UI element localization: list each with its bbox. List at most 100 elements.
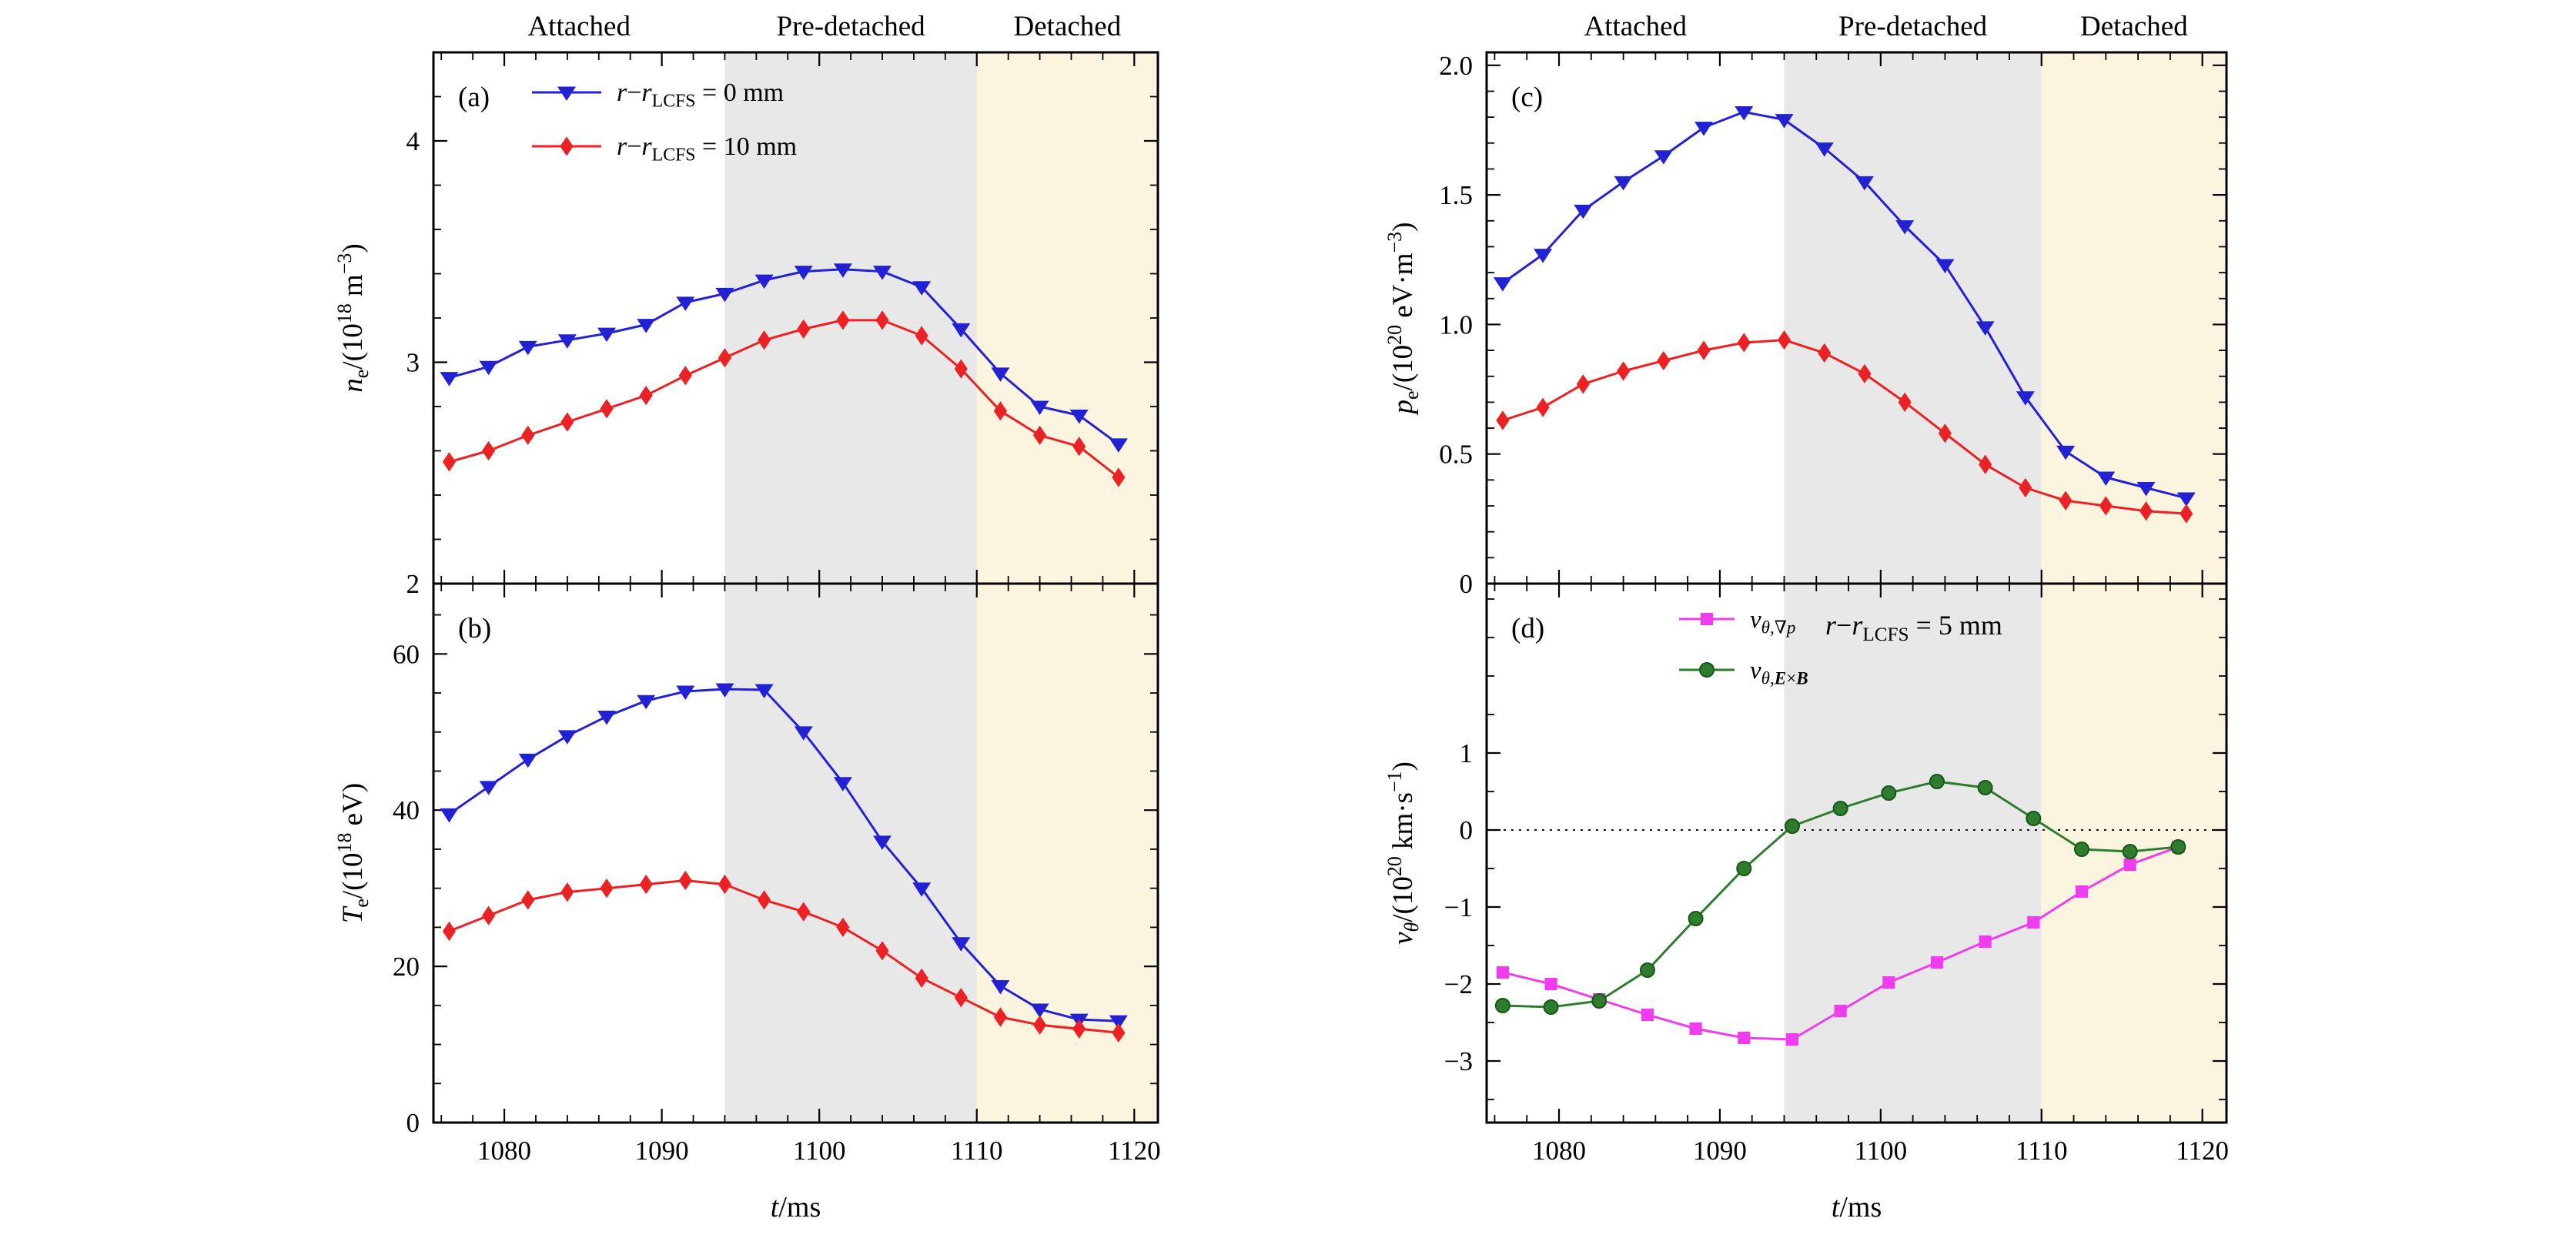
- triangle-down-marker: [1895, 220, 1915, 235]
- triangle-down-marker: [676, 296, 695, 311]
- circle-marker: [2026, 811, 2042, 826]
- circle-marker: [1832, 801, 1848, 816]
- diamond-marker: [482, 905, 496, 925]
- triangle-down-marker: [1935, 259, 1955, 274]
- diamond-marker: [1737, 333, 1751, 353]
- y-tick-label: 0: [1460, 815, 1474, 845]
- series-line: [448, 879, 1119, 1034]
- diamond-marker: [482, 440, 496, 461]
- diamond-marker: [993, 1007, 1008, 1027]
- x-tick-label: 1080: [477, 1136, 531, 1166]
- series-v-theta-exb: [1494, 774, 2186, 1015]
- circle-marker: [1784, 818, 1800, 834]
- triangle-down-marker: [440, 808, 459, 823]
- y-tick-label: 0.5: [1439, 440, 1473, 470]
- triangle-down-marker: [754, 274, 774, 290]
- circle-marker: [2170, 839, 2186, 855]
- triangle-down-marker: [2016, 391, 2035, 406]
- phase-label-pre-detached: Pre-detached: [777, 11, 926, 42]
- y-axis-label-a: ne/(1018 m−3): [333, 243, 373, 392]
- x-tick-label: 1100: [793, 1136, 846, 1166]
- triangle-down-marker: [1694, 122, 1714, 136]
- circle-marker: [1977, 780, 1993, 795]
- diamond-marker: [836, 917, 850, 938]
- triangle-down-marker: [479, 781, 498, 795]
- region-detached: [2041, 52, 2226, 584]
- diamond-marker: [718, 874, 732, 895]
- triangle-down-marker: [2056, 445, 2076, 460]
- diamond-marker: [639, 385, 653, 406]
- series-line: [448, 688, 1119, 1022]
- square-marker: [2123, 858, 2136, 872]
- diamond-marker: [639, 874, 653, 895]
- diamond-marker: [1032, 425, 1047, 446]
- phase-label-detached: Detached: [1014, 11, 1122, 42]
- diamond-marker: [2059, 490, 2073, 510]
- panel-letter-d: (d): [1511, 613, 1544, 644]
- diamond-marker: [875, 941, 889, 961]
- square-marker: [1930, 956, 1944, 969]
- diamond-marker: [560, 412, 574, 432]
- diamond-marker: [2099, 496, 2113, 516]
- y-tick-label: 1.5: [1439, 180, 1473, 210]
- triangle-down-marker: [1654, 150, 1673, 165]
- triangle-down-marker: [440, 372, 459, 387]
- square-marker: [1641, 1008, 1654, 1022]
- y-tick-label: 4: [406, 126, 420, 156]
- triangle-down-marker: [557, 730, 577, 745]
- circle-marker: [1736, 861, 1752, 876]
- diamond-marker: [1496, 410, 1510, 430]
- triangle-down-marker: [1614, 176, 1633, 191]
- square-marker: [1979, 935, 1992, 949]
- region-detached: [976, 52, 1158, 584]
- triangle-down-marker: [1855, 176, 1874, 191]
- phase-label-detached: Detached: [2080, 11, 2188, 42]
- y-tick-label: 1: [1460, 738, 1474, 768]
- x-tick-label: 1100: [1854, 1136, 1907, 1166]
- series-line: [449, 319, 1119, 479]
- triangle-down-marker: [1735, 105, 1754, 121]
- square-marker: [1689, 1022, 1702, 1036]
- square-marker: [1496, 966, 1509, 979]
- y-tick-label: −1: [1444, 892, 1473, 922]
- square-marker: [1700, 612, 1714, 626]
- panel-letter-a: (a): [458, 82, 490, 113]
- triangle-down-marker: [1815, 142, 1834, 157]
- triangle-down-marker: [1109, 438, 1128, 453]
- y-tick-label: 2: [406, 569, 420, 599]
- diamond-marker: [1938, 423, 1952, 443]
- triangle-down-marker: [597, 711, 617, 725]
- triangle-down-marker: [1030, 1003, 1049, 1018]
- series-line: [1502, 339, 2186, 515]
- annotation-r-lcfs: r−rLCFS = 5 mm: [1825, 610, 2002, 645]
- triangle-down-marker: [637, 694, 656, 710]
- region-detached: [976, 584, 1158, 1123]
- diamond-marker: [758, 330, 771, 350]
- panel-d: −3 −2 −1 0 1 1080 1090 1100 1110 1120 (d) vθ/(1020 …: [1383, 582, 2229, 1166]
- phase-label-attached: Attached: [1584, 11, 1687, 42]
- triangle-down-marker: [1975, 321, 1995, 336]
- diamond-marker: [442, 452, 457, 472]
- triangle-down-marker: [715, 287, 734, 303]
- diamond-marker: [1072, 1019, 1086, 1039]
- diamond-marker: [1112, 467, 1126, 487]
- region-pre-detached: [1784, 584, 2042, 1123]
- triangle-down-marker: [518, 340, 537, 356]
- legend-label: r−rLCFS = 0 mm: [617, 79, 784, 111]
- circle-marker: [2122, 844, 2138, 859]
- diamond-marker: [521, 425, 535, 446]
- diamond-marker: [915, 326, 928, 346]
- triangle-down-marker: [991, 367, 1010, 382]
- legend-label: vθ,E×B: [1750, 657, 1808, 688]
- diamond-marker: [1818, 343, 1832, 363]
- circle-marker: [1639, 962, 1655, 978]
- y-tick-label: 60: [393, 639, 420, 669]
- y-tick-label: 2.0: [1439, 51, 1473, 81]
- triangle-down-marker: [952, 937, 971, 952]
- series-r-r-lcfs-0-mm: [440, 683, 1128, 1030]
- diamond-marker: [1072, 437, 1086, 457]
- diamond-marker: [758, 890, 771, 910]
- x-tick-label: 1110: [2016, 1136, 2067, 1166]
- series-r-r-lcfs-10-mm: [1496, 330, 2193, 524]
